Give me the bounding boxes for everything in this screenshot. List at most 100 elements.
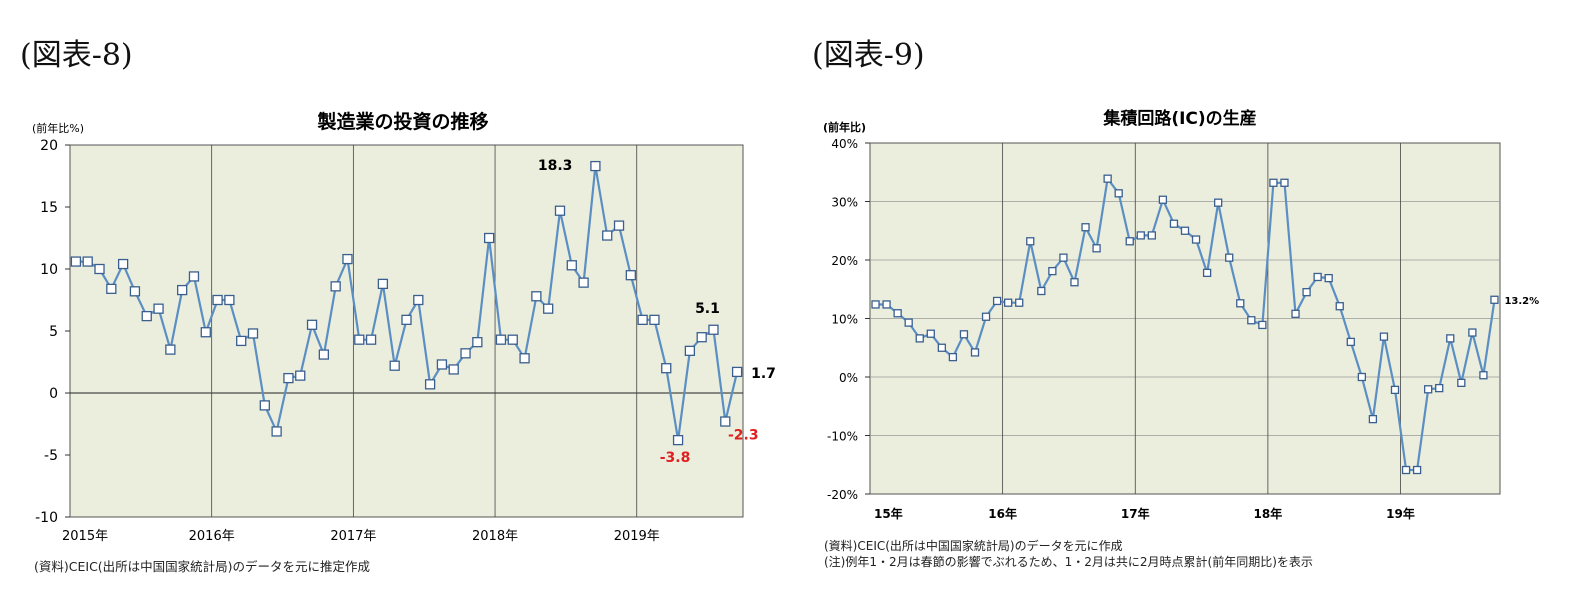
data-point <box>330 281 341 292</box>
data-point <box>472 337 483 348</box>
data-point <box>992 296 1002 306</box>
data-point <box>708 324 719 335</box>
data-point <box>129 286 141 297</box>
data-point <box>1191 235 1201 244</box>
data-point <box>625 270 636 281</box>
data-point <box>1435 383 1444 393</box>
y-tick-label: -10 <box>35 510 58 526</box>
data-point <box>937 343 946 352</box>
x-tick-label: 17年 <box>1121 506 1150 521</box>
data-point <box>1092 244 1101 253</box>
data-point <box>613 220 625 231</box>
x-tick-label: 2019年 <box>614 529 660 544</box>
data-point <box>165 344 176 355</box>
data-point <box>413 294 424 306</box>
data-point <box>1048 266 1057 276</box>
y-tick-label: 40% <box>831 137 858 151</box>
data-point <box>731 366 743 378</box>
figure-8-panel: (図表-8) 20 15 10 5 0 -5 -10 2015年 2016年 2017年 2018年… <box>0 0 780 603</box>
data-point <box>1026 237 1035 246</box>
y-tick-label: 0% <box>839 371 858 385</box>
y-tick-label: 20% <box>831 254 858 268</box>
data-point <box>1247 316 1256 325</box>
data-point <box>1324 273 1333 283</box>
data-point <box>1401 465 1411 475</box>
data-point <box>590 160 601 172</box>
figure-9-label: (図表-9) <box>812 38 925 73</box>
data-point <box>1357 372 1366 382</box>
data-point <box>1346 337 1355 347</box>
data-label: 18.3 <box>538 158 573 174</box>
data-point <box>1125 237 1134 246</box>
data-point <box>117 258 129 270</box>
data-point <box>188 271 200 282</box>
data-point <box>1081 223 1090 232</box>
data-point <box>1114 189 1123 198</box>
data-label: 5.1 <box>695 301 720 317</box>
data-point <box>649 314 660 325</box>
data-point <box>94 263 105 275</box>
data-point <box>1136 231 1145 240</box>
data-point <box>224 294 235 306</box>
data-point <box>531 291 542 302</box>
x-tick-label: 2018年 <box>472 529 518 544</box>
data-point <box>554 205 566 216</box>
data-point <box>1446 334 1455 343</box>
data-point <box>106 283 117 294</box>
data-label: 1.7 <box>751 366 776 382</box>
data-point <box>519 353 530 364</box>
data-point <box>460 348 471 359</box>
data-point <box>271 426 282 437</box>
data-point <box>306 319 318 330</box>
data-point <box>1424 385 1433 394</box>
data-point <box>200 327 211 338</box>
data-point <box>1390 385 1400 395</box>
data-point <box>236 335 247 347</box>
data-point <box>672 434 684 446</box>
y-axis-label: (前年比%) <box>32 121 84 135</box>
data-point <box>904 318 913 327</box>
data-point <box>365 334 377 345</box>
data-point <box>1479 371 1488 380</box>
data-point <box>1214 198 1223 207</box>
figure-9-panel: (図表-9) 40% 30% 20% 10% 0% -10% -20% 15年 16年 17年 18… <box>790 0 1574 603</box>
y-tick-label: 0 <box>49 386 58 402</box>
data-point <box>354 334 365 345</box>
data-point <box>1490 295 1499 304</box>
y-tick-label: 10% <box>831 313 858 327</box>
data-point <box>70 256 82 267</box>
data-point <box>661 363 672 374</box>
data-point <box>1180 226 1190 235</box>
data-point <box>1236 299 1245 308</box>
data-point <box>401 314 412 325</box>
data-point <box>82 256 93 267</box>
manufacturing-investment-chart: 20 15 10 5 0 -5 -10 2015年 2016年 2017年 2018年 2019年 製造… <box>32 110 776 544</box>
data-point <box>696 332 707 343</box>
data-point <box>1457 378 1466 388</box>
data-point <box>1059 253 1068 262</box>
data-point <box>578 277 589 288</box>
y-tick-label: -20% <box>827 488 858 502</box>
data-point <box>436 359 448 370</box>
data-label: -2.3 <box>728 428 759 444</box>
data-point <box>948 352 958 362</box>
data-point <box>507 334 518 345</box>
data-point <box>259 400 270 411</box>
x-tick-label: 2017年 <box>330 529 376 544</box>
data-point <box>926 329 935 338</box>
data-point <box>1468 328 1477 337</box>
data-point <box>970 348 980 357</box>
data-point <box>212 294 223 306</box>
data-point <box>1202 268 1212 278</box>
data-point <box>389 360 400 371</box>
data-point <box>141 310 152 322</box>
data-point <box>1302 288 1311 297</box>
data-point <box>153 303 164 314</box>
data-point <box>1070 278 1079 287</box>
data-point <box>1368 414 1378 424</box>
chart-9-source: (資料)CEIC(出所は中国国家統計局)のデータを元に作成 <box>824 539 1123 553</box>
y-tick-label: 10 <box>40 262 58 278</box>
data-point <box>1269 178 1278 187</box>
data-point <box>1004 298 1013 307</box>
data-point <box>1379 332 1389 341</box>
